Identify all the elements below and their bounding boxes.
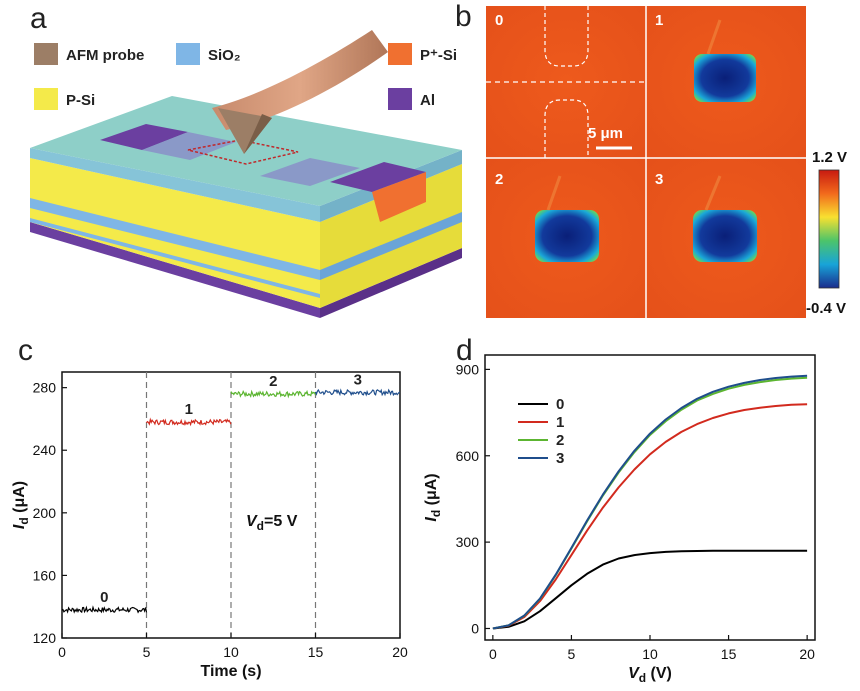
colorbar-max-label: 1.2 V (812, 149, 847, 166)
legend-label-afm-probe: AFM probe (66, 47, 144, 64)
chart-c-annotation: Vd=5 V (246, 513, 298, 533)
chart-c-xtick-label-15: 15 (308, 644, 324, 660)
panel-a: a AFM probe SiO₂ P⁺-Si P-Si Al (30, 2, 462, 318)
map-label-2: 2 (495, 171, 503, 188)
potential-well-1 (694, 54, 756, 102)
chart-d-xtick-label-20: 20 (799, 646, 815, 662)
map-label-3: 3 (655, 171, 663, 188)
chart-d-xtick-label-0: 0 (489, 646, 497, 662)
panel-c-letter: c (18, 334, 33, 367)
chart-c-ytick-label-200: 200 (33, 505, 57, 521)
panel-a-letter: a (30, 2, 47, 35)
chart-c-ytick-label-120: 120 (33, 630, 57, 646)
chart-c-series-0 (61, 605, 148, 614)
legend-swatch-afm-probe (34, 43, 58, 65)
chart-d-xtick-label-5: 5 (568, 646, 576, 662)
chart-d-series-3 (492, 374, 808, 630)
chart-d-ytick-label-600: 600 (456, 448, 480, 464)
chart-c-ytick-label-280: 280 (33, 380, 57, 396)
chart-d-series-2 (492, 376, 808, 630)
chart-c-ylabel: Id (μA) (11, 481, 31, 529)
chart-d-legend-label-0: 0 (556, 396, 564, 413)
legend-swatch-p-plus-si (388, 43, 412, 65)
chart-d-legend-label-3: 3 (556, 450, 564, 467)
legend-swatch-sio2 (176, 43, 200, 65)
potential-well-2 (535, 210, 599, 262)
chart-d-series-1 (492, 403, 808, 630)
legend-swatch-p-si (34, 88, 58, 110)
chart-d-ytick-label-0: 0 (471, 620, 479, 636)
chart-c-xtick-label-0: 0 (58, 644, 66, 660)
legend-label-p-plus-si: P⁺-Si (420, 47, 457, 64)
panel-b-letter: b (455, 0, 472, 33)
chart-d-ytick-label-300: 300 (456, 534, 480, 550)
chart-c-xtick-label-10: 10 (223, 644, 239, 660)
legend-label-sio2: SiO₂ (208, 47, 241, 64)
chart-c-series-label-1: 1 (185, 401, 193, 418)
chart-c-xlabel: Time (s) (200, 663, 261, 680)
chart-c-xtick-label-20: 20 (392, 644, 408, 660)
legend-a: AFM probe SiO₂ P⁺-Si P-Si Al (34, 43, 457, 110)
chart-c-series-1 (146, 417, 232, 427)
map-label-0: 0 (495, 12, 503, 29)
device-illustration (30, 30, 462, 318)
panel-c: c 0 5 10 15 20 120 160 200 240 280 0 1 2 3 Time (s) Id … (11, 334, 408, 680)
chart-c-series-3 (314, 388, 401, 397)
chart-c-series-2 (230, 389, 317, 399)
panel-d-letter: d (456, 334, 473, 367)
chart-c-ytick-label-160: 160 (33, 567, 57, 583)
legend-label-al: Al (420, 92, 435, 109)
chart-d-legend-label-1: 1 (556, 414, 564, 431)
panel-b: b 0 1 (455, 0, 847, 318)
chart-d-xlabel: Vd (V) (628, 665, 672, 685)
chart-c-series-label-3: 3 (354, 371, 362, 388)
chart-c-series-label-2: 2 (269, 373, 277, 390)
colorbar (818, 169, 840, 289)
chart-d-series-0 (492, 549, 808, 630)
kpfm-map-0 (486, 6, 646, 158)
legend-label-p-si: P-Si (66, 92, 95, 109)
chart-d-ylabel: Id (μA) (423, 473, 443, 521)
chart-c-ytick-label-240: 240 (33, 442, 57, 458)
chart-d-xtick-label-15: 15 (721, 646, 737, 662)
potential-well-3 (693, 210, 757, 262)
chart-d-frame (484, 354, 816, 641)
scale-bar-label: 5 μm (588, 125, 623, 142)
legend-swatch-al (388, 88, 412, 110)
chart-c-xtick-label-5: 5 (143, 644, 151, 660)
chart-d-xtick-label-10: 10 (642, 646, 658, 662)
chart-c-series-label-0: 0 (100, 589, 108, 606)
chart-d-ytick-label-900: 900 (456, 361, 480, 377)
chart-d-legend-label-2: 2 (556, 432, 564, 449)
colorbar-min-label: -0.4 V (806, 300, 846, 317)
map-label-1: 1 (655, 12, 663, 29)
kpfm-maps: 0 1 2 3 5 μm (486, 6, 806, 318)
